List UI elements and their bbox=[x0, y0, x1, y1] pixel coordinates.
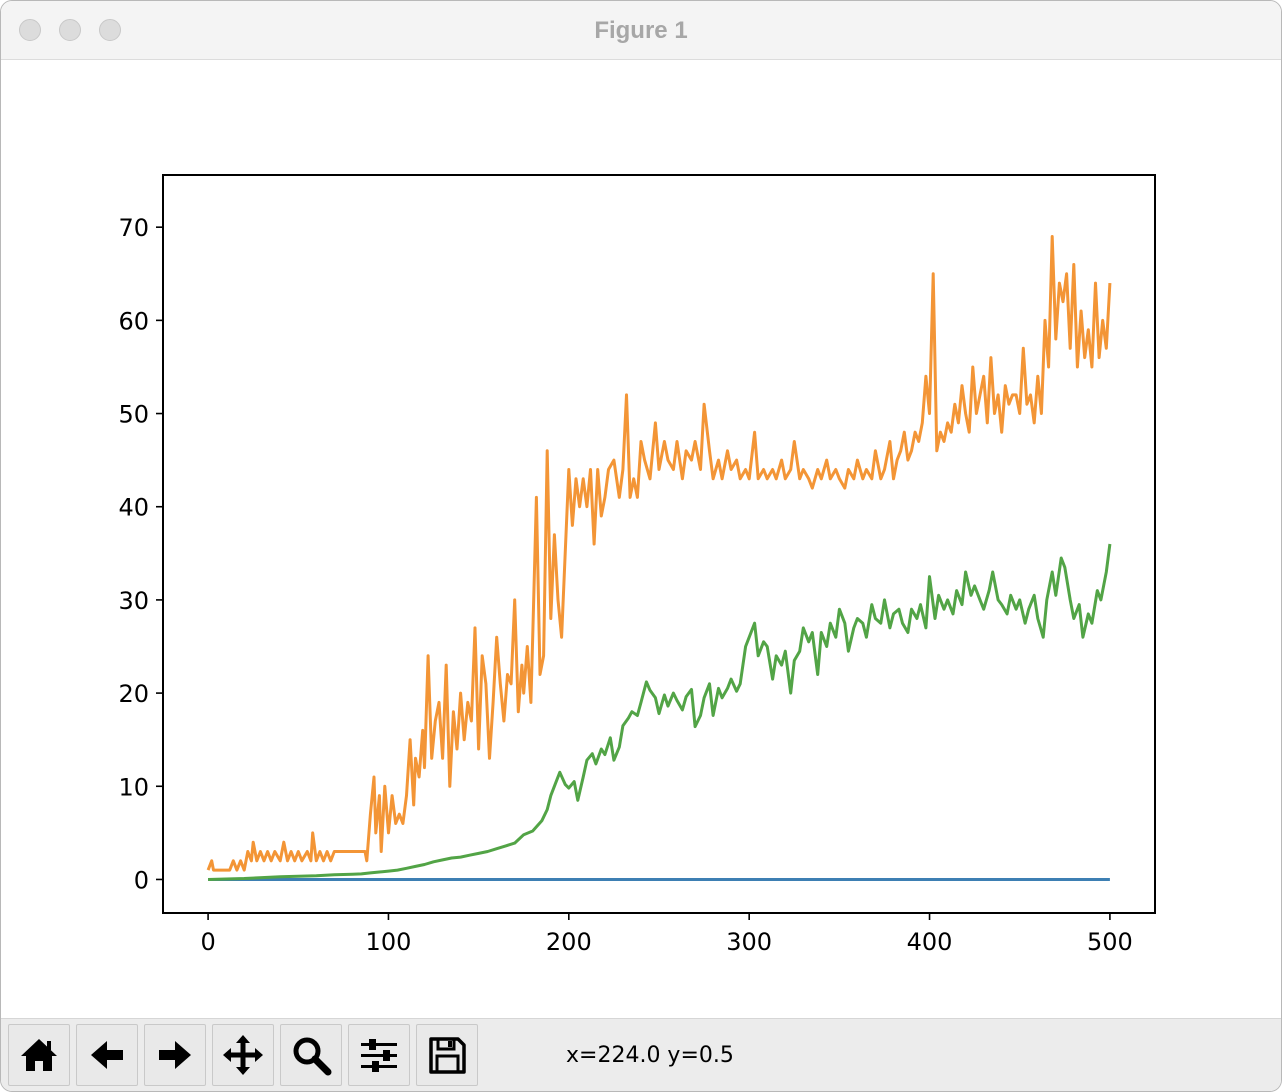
series-3-line bbox=[208, 543, 1112, 881]
x-tick-label: 0 bbox=[200, 928, 215, 956]
x-tick-label: 300 bbox=[726, 928, 772, 956]
y-tick-label: 0 bbox=[134, 866, 149, 894]
sliders-icon bbox=[361, 1039, 397, 1072]
navigation-toolbar: x=224.0 y=0.5 bbox=[1, 1018, 1281, 1091]
configure-subplots-button[interactable] bbox=[348, 1024, 410, 1086]
back-button[interactable] bbox=[76, 1024, 138, 1086]
x-tick-label: 200 bbox=[546, 928, 592, 956]
series-layer bbox=[206, 235, 1112, 881]
figure-canvas[interactable]: 0 100 200 300 400 500 0 10 20 30 40 50 60 70 bbox=[1, 60, 1281, 1018]
line-chart[interactable]: 0 100 200 300 400 500 0 10 20 30 40 50 60 70 bbox=[1, 60, 1281, 1018]
close-window-button[interactable] bbox=[19, 19, 41, 41]
home-icon bbox=[21, 1039, 57, 1071]
x-tick-label: 400 bbox=[907, 928, 953, 956]
y-tick-label: 30 bbox=[118, 587, 149, 615]
y-tick-label: 10 bbox=[118, 773, 149, 801]
tick-layer: 0 100 200 300 400 500 0 10 20 30 40 50 60 70 bbox=[118, 214, 1132, 956]
floppy-disk-icon bbox=[429, 1037, 466, 1074]
magnifier-icon bbox=[293, 1037, 332, 1076]
pan-button[interactable] bbox=[212, 1024, 274, 1086]
y-tick-label: 50 bbox=[118, 401, 149, 429]
zoom-window-button[interactable] bbox=[99, 19, 121, 41]
arrow-left-icon bbox=[91, 1041, 123, 1069]
axes-frame bbox=[162, 174, 1156, 914]
cursor-coordinates: x=224.0 y=0.5 bbox=[566, 1043, 734, 1068]
series-2-line bbox=[206, 235, 1112, 872]
y-tick-label: 40 bbox=[118, 494, 149, 522]
home-button[interactable] bbox=[8, 1024, 70, 1086]
y-tick-label: 70 bbox=[118, 214, 149, 242]
forward-button[interactable] bbox=[144, 1024, 206, 1086]
save-button[interactable] bbox=[416, 1024, 478, 1086]
x-tick-label: 500 bbox=[1087, 928, 1133, 956]
y-tick-label: 20 bbox=[118, 680, 149, 708]
x-tick-label: 100 bbox=[366, 928, 412, 956]
arrow-right-icon bbox=[159, 1041, 191, 1069]
window-title: Figure 1 bbox=[594, 17, 688, 44]
y-tick-label: 60 bbox=[118, 307, 149, 335]
minimize-window-button[interactable] bbox=[59, 19, 81, 41]
zoom-button[interactable] bbox=[280, 1024, 342, 1086]
title-bar: Figure 1 bbox=[1, 1, 1281, 60]
move-icon bbox=[223, 1035, 263, 1075]
